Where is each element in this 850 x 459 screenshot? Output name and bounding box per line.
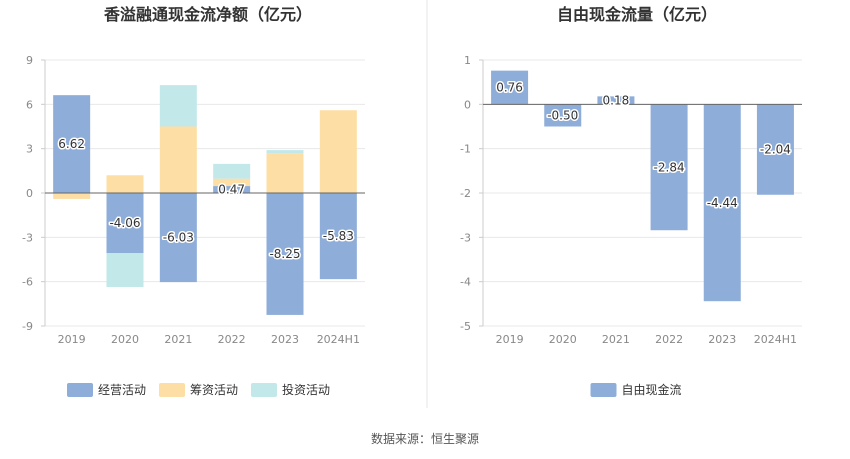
left-data-label: 6.62 <box>58 137 85 151</box>
left-bar-1 <box>319 193 357 280</box>
cashflow-chart: 9 6 3 0 -3 -6 -9 2019 2020 2021 2022 2023 2024H1 6.62… <box>22 54 365 397</box>
left-bar-2 <box>106 175 144 193</box>
left-legend-swatch-1 <box>67 383 93 397</box>
right-y-tick: -3 <box>460 231 471 244</box>
left-x-tick: 2021 <box>164 333 192 346</box>
left-bar-1 <box>53 95 91 193</box>
right-bar-1 <box>597 96 635 105</box>
right-y-tick: -1 <box>460 143 471 156</box>
left-x-tick: 2023 <box>271 333 299 346</box>
right-x-tick: 2019 <box>496 333 524 346</box>
left-x-tick: 2020 <box>111 333 139 346</box>
right-bar-1 <box>544 104 582 127</box>
left-data-label: -8.25 <box>269 247 300 261</box>
left-y-tick: -9 <box>22 320 33 333</box>
right-y-tick: 0 <box>464 98 471 111</box>
right-y-tick: -4 <box>460 276 471 289</box>
right-chart-title: 自由现金流量（亿元） <box>557 5 717 24</box>
left-bar-1 <box>213 186 251 193</box>
left-y-tick: 9 <box>26 54 33 67</box>
left-x-tick: 2022 <box>218 333 246 346</box>
left-y-tick: -6 <box>22 276 33 289</box>
free-cashflow-chart: 1 0 -1 -2 -3 -4 -5 2019 2020 2021 2022 2023 2024H1 0.… <box>460 54 802 397</box>
right-y-tick: -5 <box>460 320 471 333</box>
right-data-label: 0.76 <box>496 80 523 94</box>
left-bar-2 <box>159 126 197 193</box>
right-bar-1 <box>756 104 794 195</box>
left-y-tick: -3 <box>22 231 33 244</box>
right-legend-label-1: 自由现金流 <box>622 382 682 397</box>
left-data-label: -6.03 <box>163 231 194 245</box>
right-data-label: -0.50 <box>547 108 578 122</box>
left-bar-1 <box>266 193 304 315</box>
left-data-label: -4.06 <box>109 216 140 230</box>
left-legend-label-2: 筹资活动 <box>190 383 238 397</box>
right-x-tick: 2022 <box>655 333 683 346</box>
left-bar-1 <box>159 193 197 283</box>
left-bar-3 <box>159 85 197 127</box>
left-data-label: 0.47 <box>218 183 245 197</box>
right-x-tick: 2023 <box>708 333 736 346</box>
left-bar-2 <box>213 178 251 187</box>
right-y-tick: 1 <box>464 54 471 67</box>
left-legend-label-3: 投资活动 <box>282 382 330 397</box>
left-y-tick: 6 <box>26 98 33 111</box>
data-source: 数据来源：恒生聚源 <box>371 431 479 446</box>
left-bar-2 <box>319 110 357 193</box>
left-bar-2 <box>266 153 304 193</box>
left-legend-swatch-2 <box>159 383 185 397</box>
right-y-tick: -2 <box>460 187 471 200</box>
right-bar-1 <box>491 70 529 105</box>
left-bar-3 <box>213 163 251 179</box>
right-x-tick: 2024H1 <box>754 333 797 346</box>
right-data-label: 0.18 <box>603 93 630 107</box>
right-legend-swatch-1 <box>590 383 617 397</box>
left-y-tick: 0 <box>26 187 33 200</box>
right-data-label: -2.04 <box>760 143 791 157</box>
left-bar-1 <box>106 193 144 253</box>
left-x-tick: 2024H1 <box>317 333 360 346</box>
left-bar-2 <box>53 193 91 199</box>
right-x-tick: 2021 <box>602 333 630 346</box>
right-data-label: -2.84 <box>654 160 685 174</box>
left-bar-3 <box>106 252 144 287</box>
right-bar-1 <box>650 104 688 231</box>
left-x-tick: 2019 <box>58 333 86 346</box>
left-legend-swatch-3 <box>251 383 277 397</box>
right-data-label: -4.44 <box>707 196 738 210</box>
left-y-tick: 3 <box>26 143 33 156</box>
right-bar-1 <box>703 104 741 302</box>
left-data-label: -5.83 <box>323 229 354 243</box>
left-chart-title: 香溢融通现金流净额（亿元） <box>103 5 312 24</box>
right-x-tick: 2020 <box>549 333 577 346</box>
left-legend-label-1: 经营活动 <box>98 383 146 397</box>
left-bar-3 <box>266 150 304 154</box>
